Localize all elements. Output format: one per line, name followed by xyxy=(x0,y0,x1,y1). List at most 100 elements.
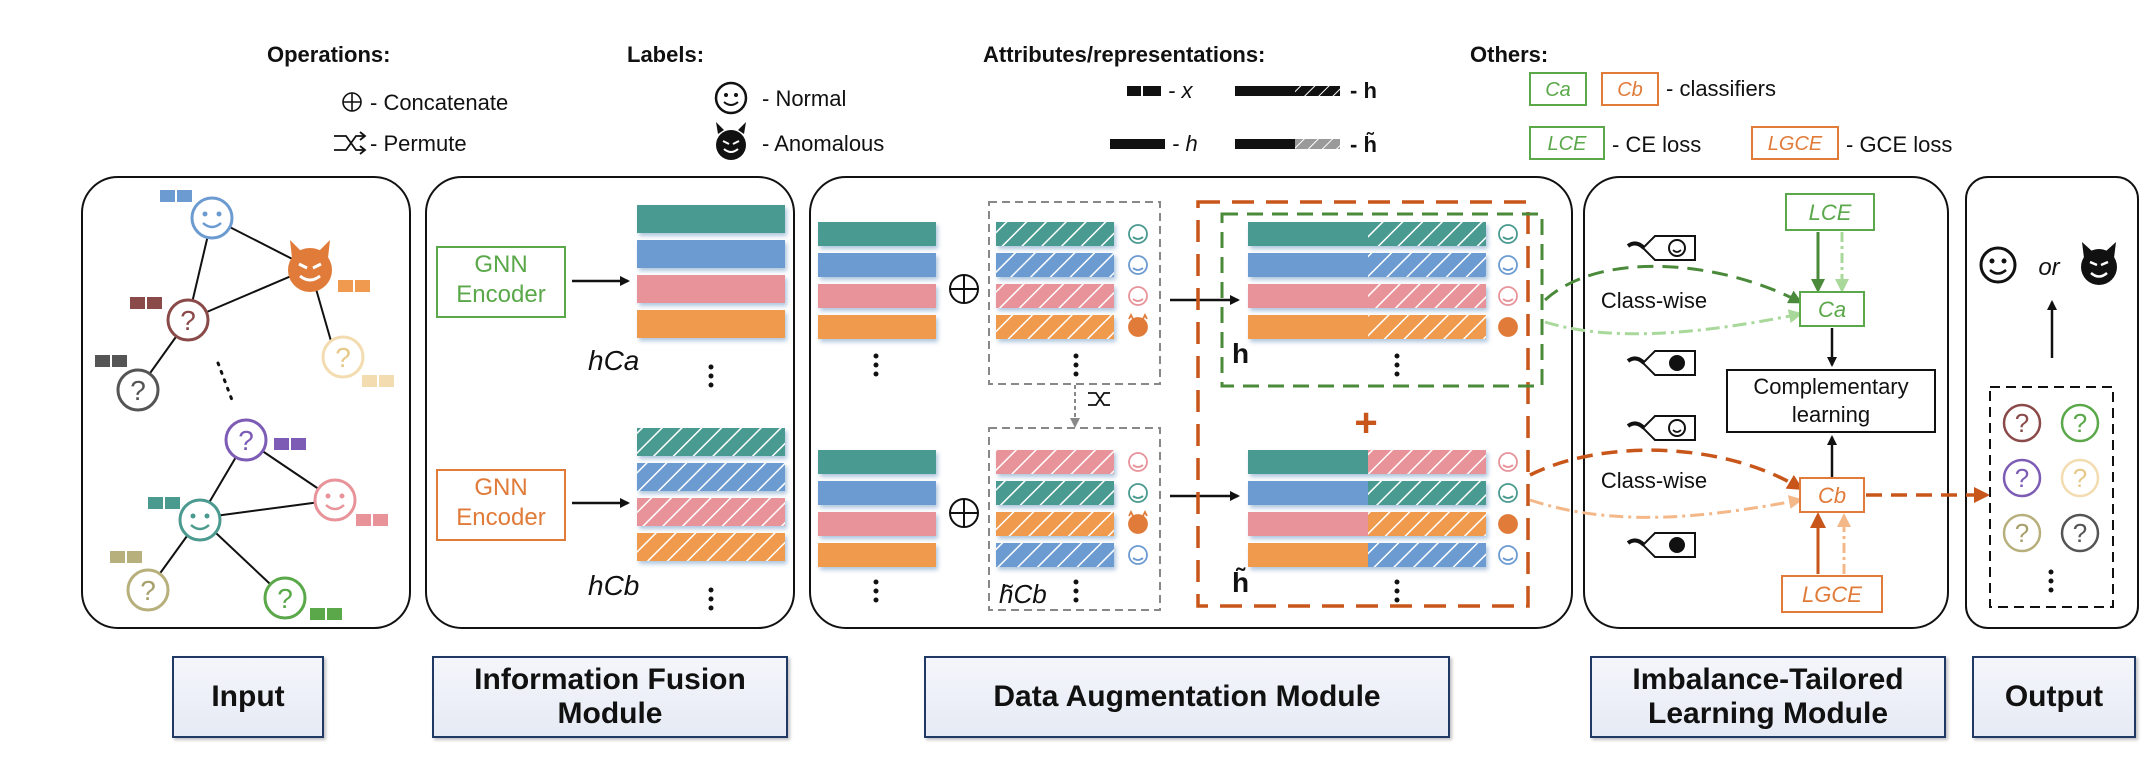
flow-classwise-to-ca xyxy=(1544,309,1803,336)
lce-legend-box xyxy=(1529,126,1605,160)
tag-anomalous-bottom xyxy=(1626,532,1696,558)
tag-normal-bottom xyxy=(1626,415,1696,441)
anomalous-node-orange xyxy=(288,240,332,292)
gnn-encoder-top xyxy=(436,246,566,318)
svg-text:?: ? xyxy=(2015,463,2029,493)
ca-box xyxy=(1799,291,1865,327)
unknown-node-green: ? xyxy=(263,576,307,620)
output-module-label: Output xyxy=(1972,656,2136,738)
legend-gce-loss-label: - GCE loss xyxy=(1846,132,1952,157)
unknown-node-purple: ? xyxy=(224,418,268,462)
concat-symbol-bottom xyxy=(949,498,979,528)
legend-operations-title: Operations: xyxy=(267,42,390,67)
legend-normal-label: - Normal xyxy=(762,86,846,111)
gnn-encoder-bottom xyxy=(436,469,566,541)
svg-text:?: ? xyxy=(2073,408,2087,438)
h-bold-label: h xyxy=(1232,338,1249,369)
cb-label: Cb xyxy=(1818,483,1846,508)
fusion-module: GNN Encoder GNN Encoder hCa hCb xyxy=(436,205,785,611)
concat-icon xyxy=(342,92,362,112)
legend-ca: Ca xyxy=(1545,79,1571,101)
complementary-learning-label: Complementary learning xyxy=(1753,374,1908,427)
class-wise-top-label: Class-wise xyxy=(1601,288,1707,313)
lgce-label: LGCE xyxy=(1802,582,1862,607)
legend-attr-title: Attributes/representations: xyxy=(983,42,1265,67)
legend-h-tilde-label: - h̃ xyxy=(1350,132,1377,157)
class-wise-bottom-label: Class-wise xyxy=(1601,468,1707,493)
svg-text:?: ? xyxy=(2073,518,2087,548)
attribute-chips xyxy=(95,190,394,620)
output-anomalous-icon xyxy=(2081,242,2117,285)
unknown-node-brown: ? xyxy=(166,298,210,342)
augmentation-module: h̃Cb xyxy=(818,200,1544,611)
permute-symbol xyxy=(1088,392,1110,406)
hca-row-blue xyxy=(637,240,785,268)
fusion-module-label: Information Fusion Module xyxy=(432,656,788,738)
svg-text:?: ? xyxy=(180,305,196,336)
output-nodes-box xyxy=(1989,386,2114,608)
legend-h-bold-label: - h xyxy=(1350,78,1377,103)
legend-h-small-label: - h xyxy=(1172,131,1198,156)
legend-x-label: - x xyxy=(1168,78,1193,103)
unknown-node-gray: ? xyxy=(116,368,160,412)
input-graph: ? ? ? ? xyxy=(95,190,394,620)
tag-anomalous-top xyxy=(1626,350,1696,376)
complementary-learning-box xyxy=(1726,369,1936,433)
legend: Operations: - Concatenate - Permute Labe… xyxy=(267,42,1952,160)
legend-ce-loss-label: - CE loss xyxy=(1612,132,1701,157)
h-ca-label: hCa xyxy=(588,345,639,376)
x-bar-icon xyxy=(1127,86,1161,96)
legend-permute-label: - Permute xyxy=(370,131,467,156)
svg-text:?: ? xyxy=(2015,518,2029,548)
output-nodes: ? ? ? ? ? ? xyxy=(2002,403,2100,553)
flow-h-to-ca xyxy=(1543,264,1803,304)
input-module-label: Input xyxy=(172,656,324,738)
anomalous-devil-icon xyxy=(716,122,746,160)
legend-labels-title: Labels: xyxy=(627,42,704,67)
svg-text:?: ? xyxy=(2073,463,2087,493)
hatched-box-bottom xyxy=(988,427,1161,611)
hca-row-pink xyxy=(637,275,785,303)
hca-row-teal xyxy=(637,205,785,233)
svg-text:?: ? xyxy=(335,342,351,373)
concat-symbol-top xyxy=(949,274,979,304)
legend-cb: Cb xyxy=(1617,79,1643,101)
ca-legend-box xyxy=(1529,72,1587,106)
lgce-legend-box xyxy=(1751,126,1839,160)
permute-icon xyxy=(334,131,367,155)
h-tilde-bold-label: h̃ xyxy=(1232,567,1249,598)
normal-node-teal xyxy=(178,498,222,542)
unknown-node-cream: ? xyxy=(321,335,365,379)
unknown-node-olive: ? xyxy=(126,568,170,612)
hcb-row-teal xyxy=(637,428,785,456)
output-normal-icon xyxy=(1979,246,2017,284)
h-tilde-cb-label: h̃Cb xyxy=(999,579,1047,609)
svg-text:?: ? xyxy=(140,575,156,606)
legend-lgce: LGCE xyxy=(1768,133,1823,155)
legend-classifiers-label: - classifiers xyxy=(1666,76,1776,101)
combined-green-box xyxy=(1220,212,1544,388)
hcb-row-pink xyxy=(637,498,785,526)
svg-text:?: ? xyxy=(238,425,254,456)
lce-box xyxy=(1785,193,1875,231)
h-cb-label: hCb xyxy=(588,570,639,601)
h-tilde-bar-icon xyxy=(1235,139,1295,149)
plus-symbol: + xyxy=(1354,401,1377,445)
svg-text:?: ? xyxy=(277,583,293,614)
normal-node-blue xyxy=(190,196,234,240)
legend-concat-label: - Concatenate xyxy=(370,90,508,115)
legend-others-title: Others: xyxy=(1470,42,1548,67)
legend-anomalous-label: - Anomalous xyxy=(762,131,884,156)
imbalance-module-label: Imbalance-Tailored Learning Module xyxy=(1590,656,1946,738)
imbalance-module: Class-wise Class-wise LCE Ca Complementa… xyxy=(1529,193,1990,613)
svg-text:?: ? xyxy=(2015,408,2029,438)
h-bar-icon xyxy=(1110,139,1165,149)
hca-row-orange xyxy=(637,310,785,338)
output-panel xyxy=(1965,176,2139,629)
hcb-row-orange xyxy=(637,533,785,561)
gnn-encoder-bottom-label: GNN Encoder xyxy=(456,474,545,531)
hcb-row-blue xyxy=(637,463,785,491)
h-bold-bar-icon xyxy=(1235,86,1295,96)
flow-htilde-to-cb xyxy=(1529,448,1804,491)
